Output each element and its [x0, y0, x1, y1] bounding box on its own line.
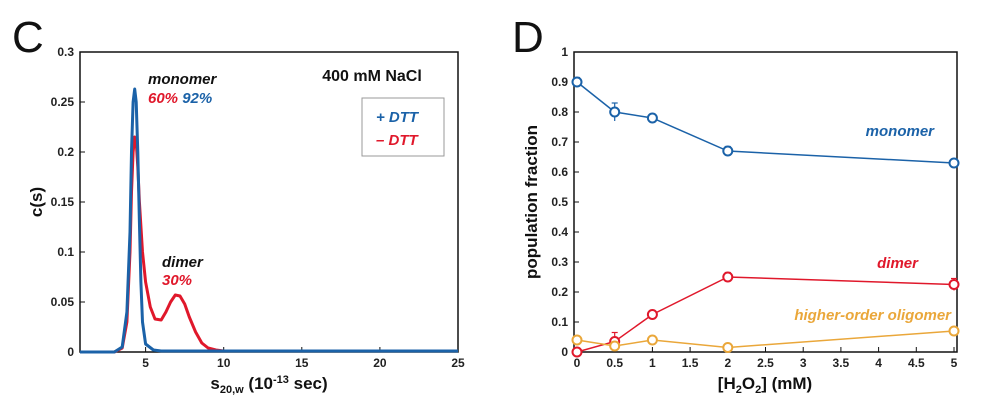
panel-d-x-tick-label: 3 — [800, 356, 807, 370]
panel-c-x-axis-title-pre: (10 — [244, 374, 273, 393]
panel-d-oligomer-point — [609, 340, 621, 352]
panel-c-monomer-pct-plus: 92% — [182, 90, 212, 107]
panel-d-x-tick-label: 5 — [951, 356, 958, 370]
panel-c-condition-label: 400 mM NaCl — [322, 68, 422, 85]
panel-d-x-tick-label: 2.5 — [757, 356, 774, 370]
panel-d-oligomer-point — [948, 325, 960, 337]
panel-d-y-tick-label: 0.9 — [551, 75, 568, 89]
panel-d-x-axis-title-post: ] (mM) — [761, 374, 812, 393]
panel-c-monomer-label: monomer — [148, 71, 218, 88]
panel-d-x-tick-label: 1.5 — [682, 356, 699, 370]
panel-d-y-tick-label: 0.7 — [551, 135, 568, 149]
panel-c-series-line-plus-dtt — [80, 87, 458, 354]
panel-d-y-tick-label: 0 — [561, 345, 568, 359]
panel-d-y-tick-label: 0.5 — [551, 195, 568, 209]
panel-c-y-axis-title: c(s) — [27, 187, 46, 217]
panel-d-dimer-point — [722, 271, 734, 283]
panel-d-x-axis-title: [H2O2] (mM) — [718, 374, 812, 396]
panel-c-y-tick-label: 0.05 — [51, 295, 75, 309]
panel-c-legend-box — [361, 97, 445, 157]
panel-d-y-tick-label: 0.4 — [551, 225, 568, 239]
panel-c-series — [80, 87, 458, 354]
panel-d-oligomer-series-label: higher-order oligomer — [794, 307, 952, 324]
panel-d-letter: D — [512, 13, 544, 62]
panel-d-x-tick-label: 3.5 — [833, 356, 850, 370]
panel-c-legend-plus-dtt: + DTT — [376, 109, 420, 126]
panel-d-x-axis-title-mid: O — [742, 374, 755, 393]
panel-c-y-tick-label: 0.1 — [57, 245, 74, 259]
panel-d-x-axis-title-sub2: 2 — [755, 384, 761, 396]
panel-d-monomer-point — [948, 157, 960, 169]
panel-c-x-tick-label: 25 — [451, 356, 465, 370]
panel-c-x-axis-title-sup: -13 — [273, 374, 289, 386]
panel-c-dimer-pct: 30% — [162, 272, 192, 289]
panel-d-y-tick-label: 1 — [561, 45, 568, 59]
panel-c-x-tick-label: 5 — [142, 356, 149, 370]
panel-d-y-axis-title: population fraction — [522, 125, 541, 279]
panel-d-y-tick-label: 0.1 — [551, 315, 568, 329]
panel-c-x-tick-label: 20 — [373, 356, 387, 370]
panel-c-x-tick-label: 15 — [295, 356, 309, 370]
panel-c-monomer-pct-minus: 60% — [148, 90, 178, 107]
panel-c-x-axis-title-post: sec) — [289, 374, 328, 393]
panel-c-x-axis-title: s20,w (10-13 sec) — [210, 374, 327, 396]
panel-c-x-tick-label: 10 — [217, 356, 231, 370]
panel-d-monomer-point — [571, 76, 583, 88]
panel-d-monomer-point — [722, 145, 734, 157]
panel-c-x-axis-title-sub: 20,w — [220, 384, 244, 396]
panel-d-oligomer-point — [646, 334, 658, 346]
panel-d-x-axis-title-sub1: 2 — [736, 384, 742, 396]
panel-d-series — [571, 76, 960, 358]
panel-d-monomer-point — [609, 106, 621, 118]
panel-c-y-tick-label: 0.3 — [57, 45, 74, 59]
panel-d-y-tick-label: 0.8 — [551, 105, 568, 119]
panel-d-x-tick-label: 0 — [574, 356, 581, 370]
panel-d-dimer-point — [646, 309, 658, 320]
panel-c-y-tick-label: 0 — [67, 345, 74, 359]
panel-c-letter: C — [12, 13, 44, 62]
panel-d-monomer-point — [646, 112, 658, 124]
panel-d-y-tick-label: 0.2 — [551, 285, 568, 299]
panel-d: D 0 0.5 1 1.5 2 2.5 3 3.5 4 4.5 5 0 0.1 0.2 0.3 0.4 0.5 0… — [512, 13, 960, 396]
panel-d-x-tick-label: 0.5 — [606, 356, 623, 370]
panel-d-x-axis-title-pre: [H — [718, 374, 736, 393]
panel-d-oligomer-point — [722, 342, 734, 353]
panel-d-x-tick-label: 1 — [649, 356, 656, 370]
panel-d-x-tick-label: 4.5 — [908, 356, 925, 370]
panel-c-y-tick-label: 0.25 — [51, 95, 75, 109]
panel-d-y-tick-label: 0.6 — [551, 165, 568, 179]
panel-c-y-tick-label: 0.15 — [51, 195, 75, 209]
panel-d-oligomer-point — [571, 334, 583, 346]
panel-c-x-axis-title-main: s — [210, 374, 219, 393]
panel-d-dimer-point — [948, 279, 960, 290]
panel-c-y-tick-label: 0.2 — [57, 145, 74, 159]
panel-c: C 5 10 15 20 25 0 0.05 0.1 0.15 0.2 0.25 0.3 c(s) s… — [12, 13, 465, 396]
panel-c-ticks: 5 10 15 20 25 0 0.05 0.1 0.15 0.2 0.25 0.3 — [51, 45, 465, 370]
panel-c-dimer-label: dimer — [162, 254, 204, 271]
panel-c-legend-minus-dtt: – DTT — [376, 132, 420, 149]
panel-d-y-tick-label: 0.3 — [551, 255, 568, 269]
panel-d-dimer-series-label: dimer — [877, 255, 919, 272]
panel-d-oligomer-line — [576, 330, 955, 349]
panel-d-x-tick-label: 4 — [875, 356, 882, 370]
panel-c-monomer-pcts: 60% 92% — [148, 90, 212, 107]
panel-d-monomer-series-label: monomer — [866, 123, 936, 140]
panel-d-dimer-point — [571, 346, 583, 358]
panel-d-x-tick-label: 2 — [724, 356, 731, 370]
